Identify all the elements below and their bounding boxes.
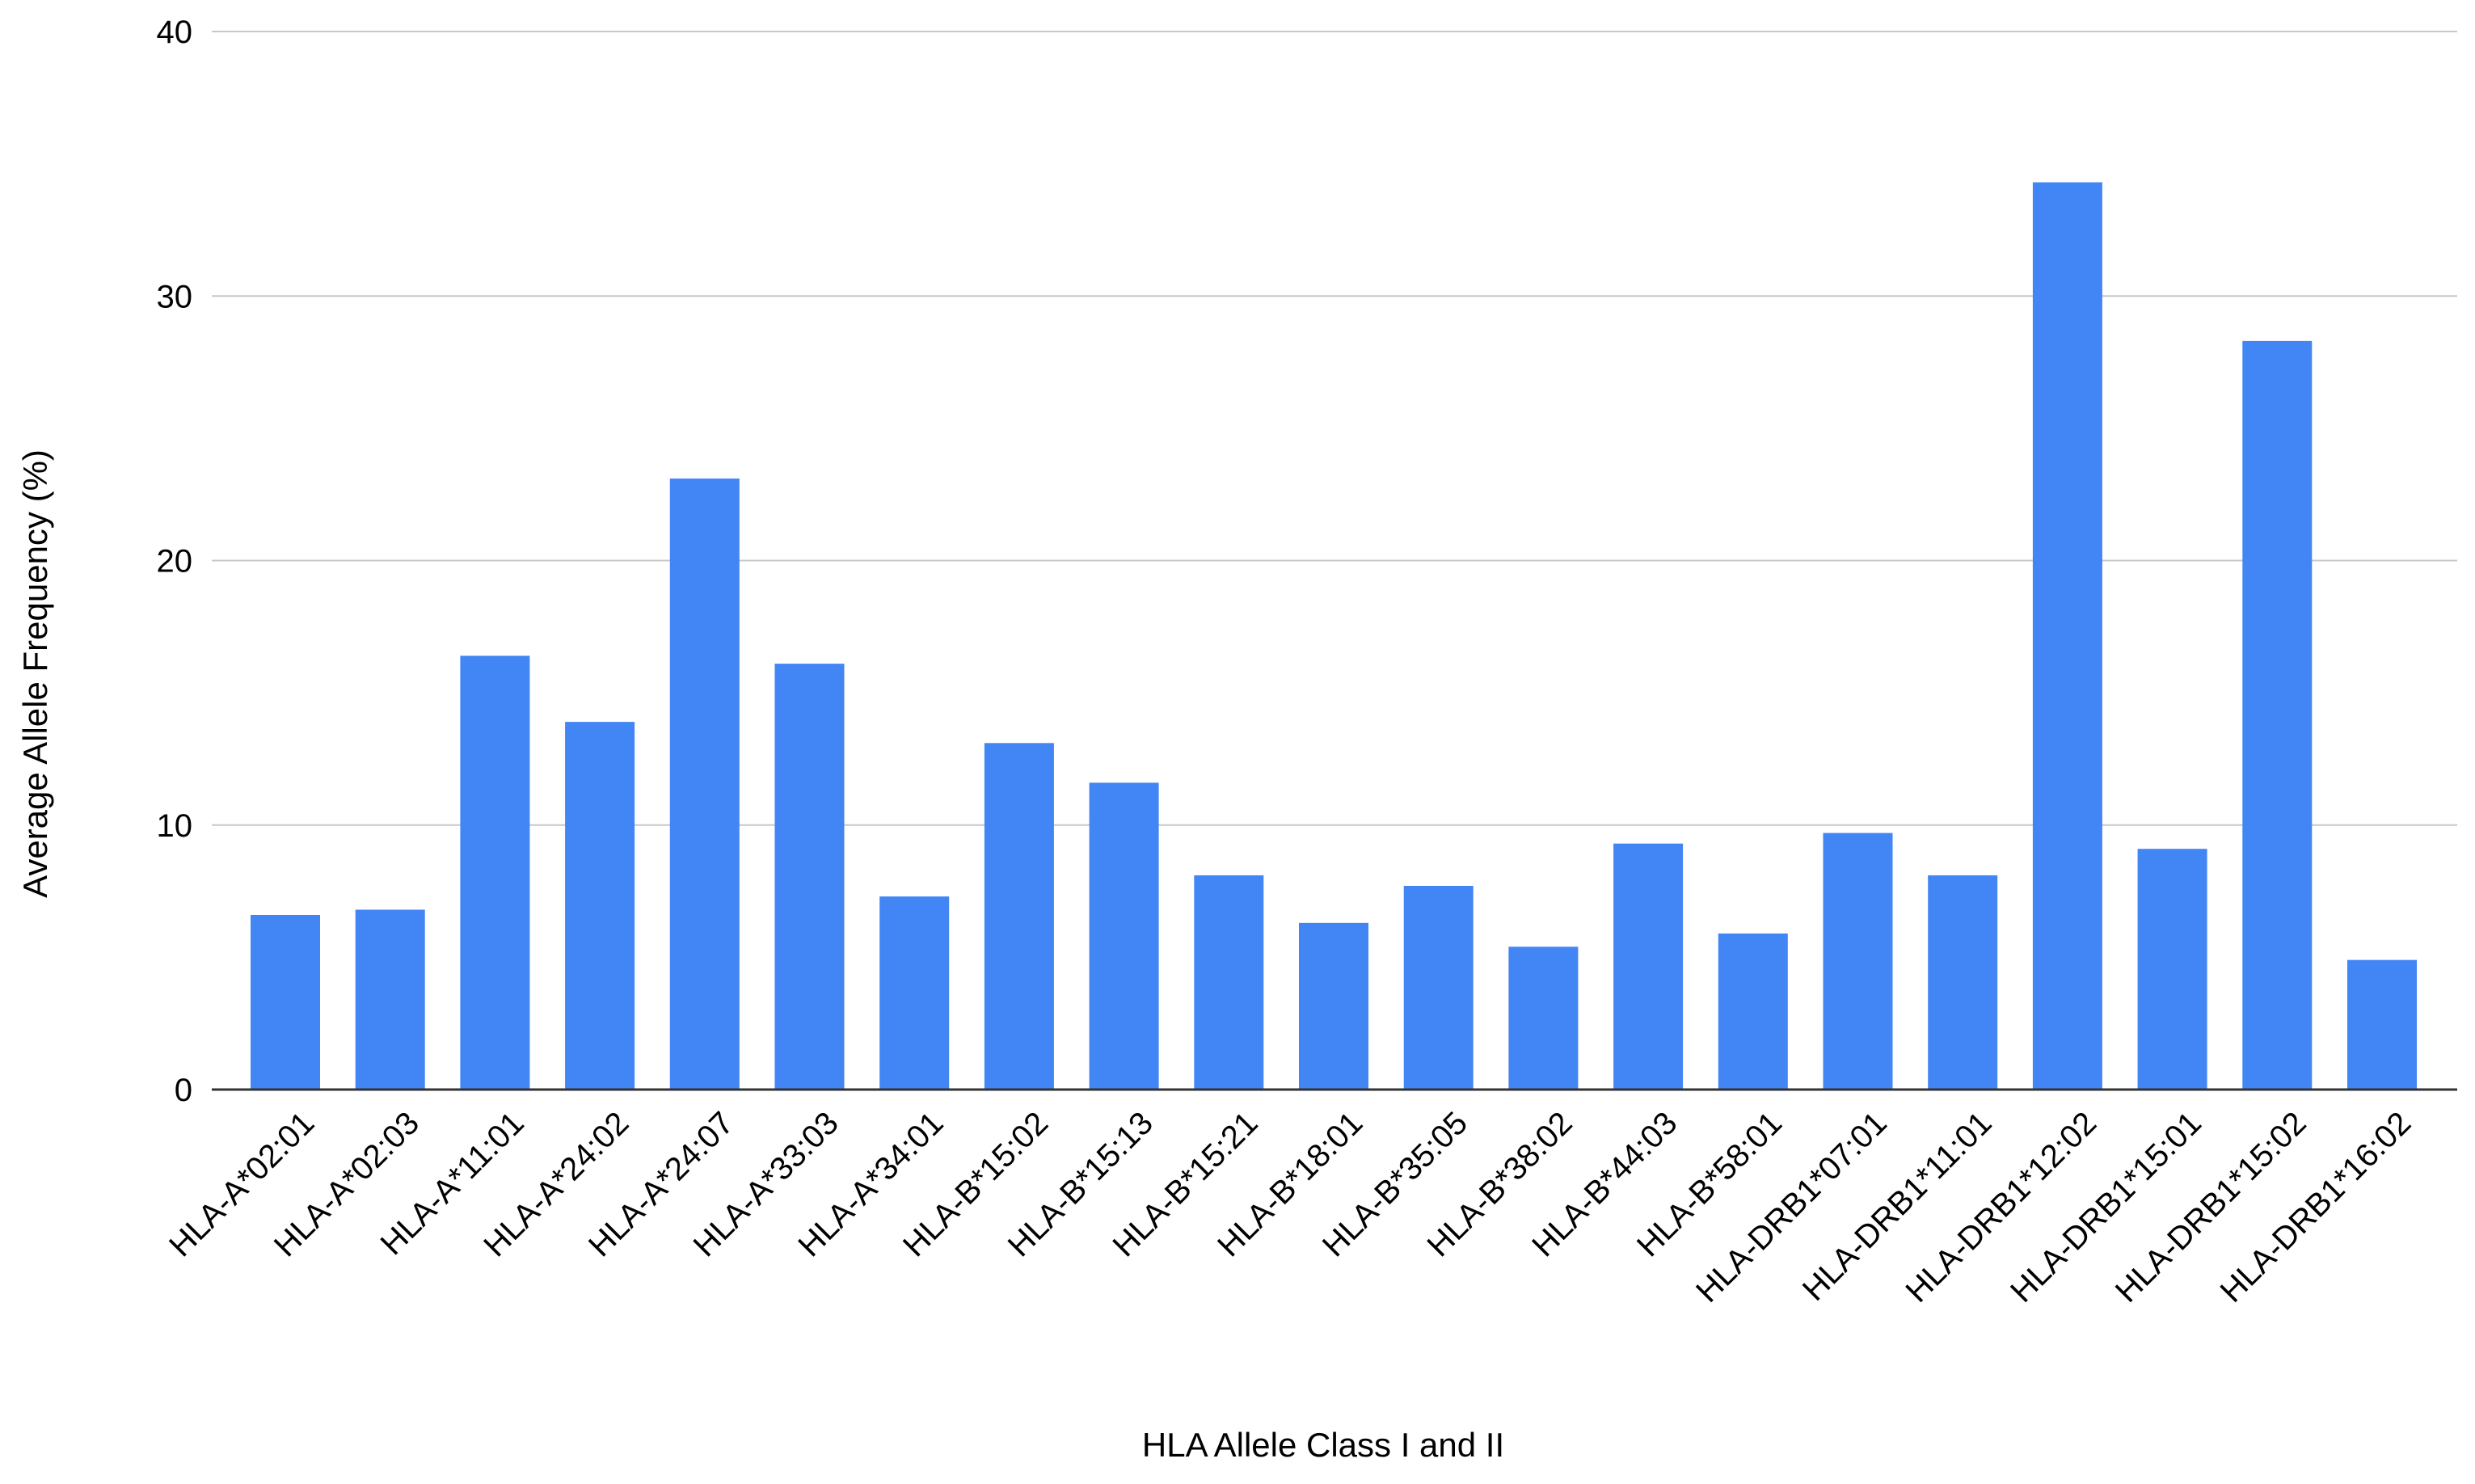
bar — [1613, 843, 1684, 1090]
x-tick-label: HLA-DRB1*07:01 — [1689, 1105, 1894, 1309]
y-tick-labels: 0 10 20 30 40 — [157, 15, 193, 1108]
x-axis-title: HLA Allele Class I and II — [1142, 1426, 1504, 1464]
bar — [460, 656, 530, 1090]
bar — [1299, 922, 1368, 1090]
gridlines — [212, 31, 2457, 826]
bar — [1928, 875, 1998, 1090]
bar — [1403, 886, 1474, 1090]
bar — [2032, 182, 2102, 1090]
x-tick-label: HLA-DRB1*15:01 — [2004, 1105, 2208, 1309]
bar — [1508, 946, 1579, 1090]
y-tick-label: 0 — [175, 1073, 192, 1108]
y-tick-label: 20 — [157, 544, 193, 580]
x-tick-label: HLA-DRB1*12:02 — [1899, 1105, 2103, 1309]
bars — [251, 182, 2417, 1090]
y-tick-label: 10 — [157, 808, 193, 844]
bar — [2137, 849, 2207, 1090]
bar — [565, 722, 635, 1090]
y-axis-title: Average Allele Frequency (%) — [16, 449, 54, 898]
y-tick-label: 30 — [157, 279, 193, 314]
bar — [251, 915, 320, 1090]
bar — [1089, 782, 1159, 1090]
x-tick-label: HLA-DRB1*15:02 — [2109, 1105, 2313, 1309]
bar — [774, 664, 845, 1090]
bar — [1718, 933, 1788, 1090]
x-tick-labels: HLA-A*02:01HLA-A*02:03HLA-A*11:01HLA-A*2… — [162, 1105, 2418, 1309]
bar — [1823, 833, 1893, 1090]
bar — [669, 479, 740, 1090]
bar — [2242, 340, 2313, 1090]
x-tick-label: HLA-DRB1*11:01 — [1796, 1105, 1999, 1308]
bar — [1194, 875, 1264, 1090]
y-tick-label: 40 — [157, 15, 193, 50]
bar — [355, 909, 425, 1090]
x-tick-label: HLA-DRB1*16:02 — [2214, 1105, 2418, 1309]
bar — [879, 896, 950, 1090]
bar — [2347, 959, 2417, 1090]
bar — [984, 743, 1054, 1090]
